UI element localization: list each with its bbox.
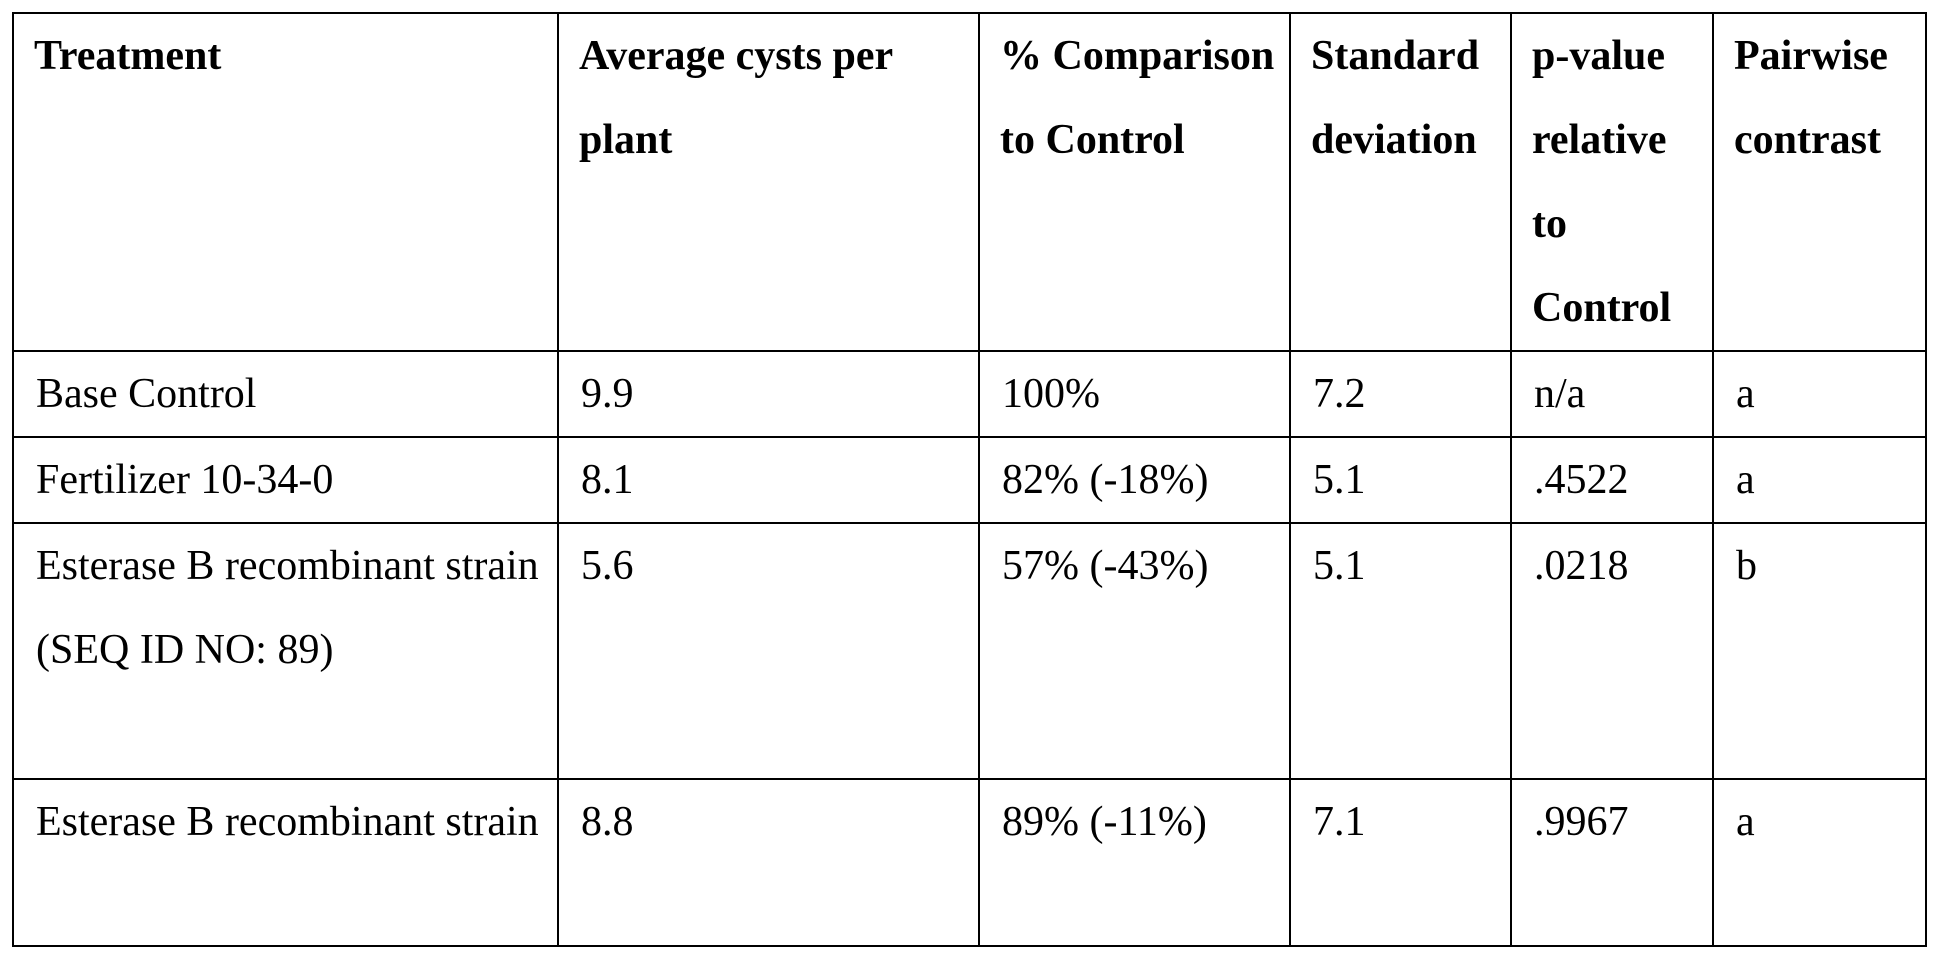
table-cell: 89% (-11%) [979,779,1290,946]
table-cell: .9967 [1511,779,1713,946]
table-cell: 7.2 [1290,351,1511,437]
table-cell: 5.6 [558,523,979,779]
table-cell: 8.8 [558,779,979,946]
table-cell: Esterase B recombinant strain [13,779,558,946]
header-row: TreatmentAverage cysts per plant% Compar… [13,13,1926,351]
table-row: Esterase B recombinant strain8.889% (-11… [13,779,1926,946]
table-row: Esterase B recombinant strain (SEQ ID NO… [13,523,1926,779]
table-cell: Esterase B recombinant strain (SEQ ID NO… [13,523,558,779]
table-cell: 82% (-18%) [979,437,1290,523]
table-cell: Base Control [13,351,558,437]
table-cell: 5.1 [1290,523,1511,779]
header-cell: % Comparison to Control [979,13,1290,351]
table-cell: a [1713,351,1926,437]
table-cell: b [1713,523,1926,779]
table-cell: 7.1 [1290,779,1511,946]
table-body: Base Control9.9100%7.2n/aaFertilizer 10-… [13,351,1926,946]
table-cell: Fertilizer 10-34-0 [13,437,558,523]
table-cell: a [1713,437,1926,523]
header-cell: Standard deviation [1290,13,1511,351]
data-table: TreatmentAverage cysts per plant% Compar… [12,12,1927,947]
table-cell: .0218 [1511,523,1713,779]
header-cell: Average cysts per plant [558,13,979,351]
table-cell: .4522 [1511,437,1713,523]
header-cell: Pairwise contrast [1713,13,1926,351]
table-cell: 57% (-43%) [979,523,1290,779]
table-cell: 9.9 [558,351,979,437]
table-cell: 5.1 [1290,437,1511,523]
table-cell: 8.1 [558,437,979,523]
table-row: Fertilizer 10-34-08.182% (-18%)5.1.4522a [13,437,1926,523]
table-cell: n/a [1511,351,1713,437]
table-cell: a [1713,779,1926,946]
header-cell: p-value relative to Control [1511,13,1713,351]
table-cell: 100% [979,351,1290,437]
table-row: Base Control9.9100%7.2n/aa [13,351,1926,437]
header-cell: Treatment [13,13,558,351]
